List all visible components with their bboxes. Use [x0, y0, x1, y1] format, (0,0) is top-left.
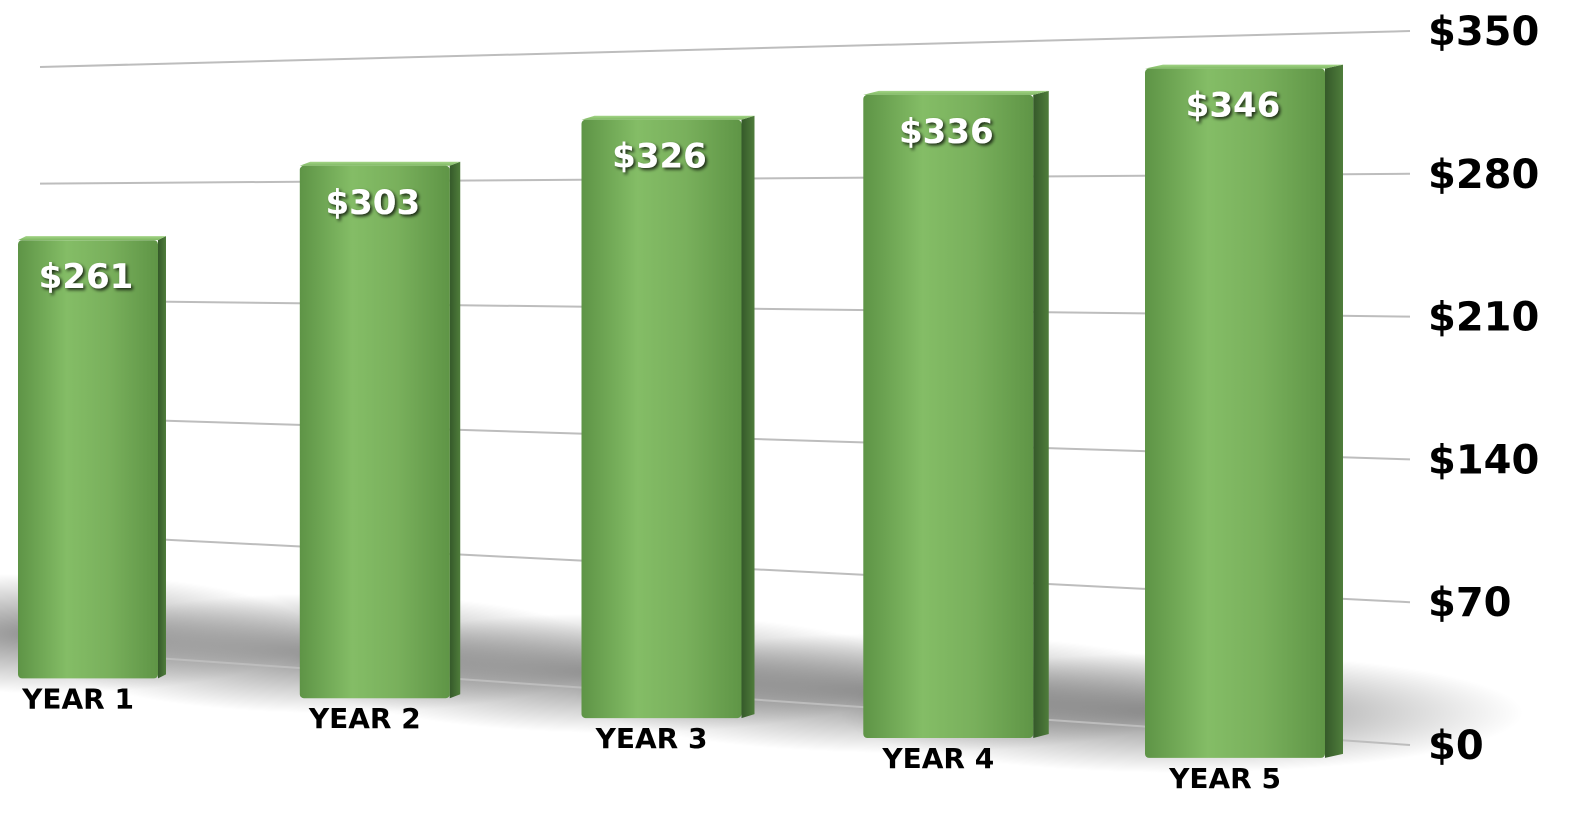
- bar-top-face: [581, 115, 755, 120]
- bar-front-face: [863, 94, 1034, 738]
- bar-top-face: [1145, 64, 1343, 69]
- bar-4: $336: [863, 90, 1049, 738]
- x-category-label: YEAR 2: [308, 702, 421, 735]
- bar-2: $303: [299, 161, 461, 699]
- y-tick-label: $140: [1428, 437, 1539, 483]
- bar-top-face: [863, 90, 1049, 95]
- bar-side-face: [158, 236, 166, 679]
- bar-value-label: $261: [39, 257, 134, 297]
- bar-value-label: $326: [612, 137, 707, 177]
- y-tick-label: $350: [1428, 9, 1539, 55]
- x-category-label: YEAR 3: [595, 722, 708, 755]
- bar-1: $261: [18, 236, 166, 679]
- bar-front-face: [18, 240, 158, 679]
- bar-side-face: [1033, 90, 1049, 738]
- bar-5: $346: [1145, 64, 1343, 758]
- bars: $261 $303 $326 $336 $346: [18, 64, 1343, 758]
- bar-side-face: [741, 115, 755, 719]
- bar-value-label: $336: [899, 112, 994, 152]
- bar-3: $326: [581, 115, 755, 719]
- bar-front-face: [299, 165, 450, 699]
- y-tick-label: $0: [1428, 723, 1484, 769]
- x-category-label: YEAR 1: [21, 682, 134, 715]
- bar-top-face: [299, 161, 461, 166]
- bar-value-label: $346: [1186, 86, 1281, 126]
- bar-front-face: [1145, 68, 1325, 758]
- x-category-label: YEAR 5: [1168, 762, 1281, 795]
- y-axis-tick-labels: $0 $70 $140 $210 $280 $350: [1428, 9, 1539, 769]
- y-tick-label: $210: [1428, 295, 1539, 341]
- bar-top-face: [18, 236, 166, 241]
- bar-value-label: $303: [325, 183, 420, 223]
- x-axis-category-labels: YEAR 1 YEAR 2 YEAR 3 YEAR 4 YEAR 5: [21, 682, 1281, 795]
- x-category-label: YEAR 4: [881, 742, 994, 775]
- bar-side-face: [1325, 64, 1343, 758]
- gridline-5: [39, 30, 1411, 68]
- y-tick-label: $70: [1428, 580, 1512, 626]
- bar-side-face: [449, 161, 461, 699]
- bar-front-face: [581, 119, 742, 719]
- y-tick-label: $280: [1428, 152, 1539, 198]
